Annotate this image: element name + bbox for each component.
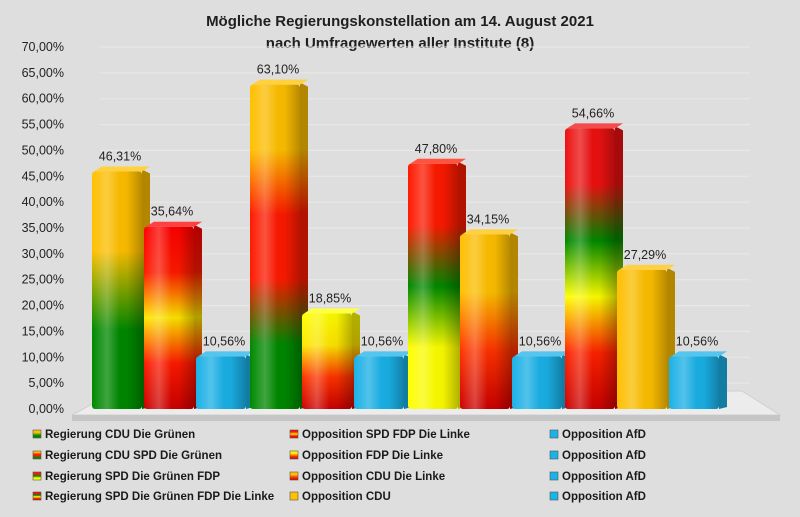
legend-entry: Opposition CDU Die Linke xyxy=(289,471,445,483)
legend-swatch xyxy=(549,491,559,501)
data-label: 34,15% xyxy=(467,212,509,226)
y-tick-label: 20,00% xyxy=(22,299,64,313)
data-label: 27,29% xyxy=(624,248,666,262)
bar-top xyxy=(567,123,623,129)
data-labels: 46,31% 35,64% 10,56% 63,10% 18,85% 10,56% 47,8… xyxy=(99,63,718,349)
legend-label: Opposition AfD xyxy=(562,491,646,503)
legend-label: Opposition AfD xyxy=(562,450,646,462)
data-label: 35,64% xyxy=(151,205,193,219)
floor-front xyxy=(72,415,780,421)
legend-label: Opposition FDP Die Linke xyxy=(302,450,443,462)
y-tick-label: 45,00% xyxy=(22,169,64,183)
bar xyxy=(617,264,675,409)
chart-title-line-2: nach Umfragewerten aller Institute (8) xyxy=(266,35,534,52)
y-tick-label: 25,00% xyxy=(22,273,64,287)
bar-top xyxy=(410,158,466,164)
legend-swatch xyxy=(549,429,559,439)
legend-label: Opposition CDU xyxy=(302,491,391,503)
legend-swatch xyxy=(549,471,559,481)
bar-top xyxy=(198,351,254,357)
legend-label: Regierung CDU SPD Die Grünen xyxy=(45,450,222,462)
bar-top xyxy=(671,351,727,357)
legend-entry: Regierung CDU Die Grünen xyxy=(32,429,195,441)
y-tick-label: 65,00% xyxy=(22,66,64,80)
bar-top xyxy=(94,166,150,172)
legend-swatch xyxy=(289,450,299,460)
legend-swatch xyxy=(32,429,42,439)
legend-label: Opposition SPD FDP Die Linke xyxy=(302,429,470,441)
y-tick-label: 30,00% xyxy=(22,247,64,261)
y-tick-label: 5,00% xyxy=(29,376,64,390)
legend-entry: Opposition AfD xyxy=(549,471,646,483)
bar-top xyxy=(462,229,518,235)
data-label: 63,10% xyxy=(257,63,299,77)
y-tick-label: 0,00% xyxy=(29,402,64,416)
bar-side xyxy=(719,354,727,409)
legend-swatch xyxy=(32,450,42,460)
y-tick-label: 50,00% xyxy=(22,143,64,157)
legend-label: Opposition AfD xyxy=(562,429,646,441)
legend-entry: Opposition AfD xyxy=(549,450,646,462)
chart-title-line-1: Mögliche Regierungskonstellation am 14. … xyxy=(206,13,594,30)
legend-entry: Opposition AfD xyxy=(549,491,646,503)
bar-top xyxy=(146,221,202,227)
legend-swatch xyxy=(32,491,42,501)
legend-swatch xyxy=(289,491,299,501)
data-label: 47,80% xyxy=(415,142,457,156)
legend-entry: Regierung SPD Die Grünen FDP xyxy=(32,471,220,483)
legend-label: Opposition CDU Die Linke xyxy=(302,471,445,483)
legend-swatch xyxy=(289,471,299,481)
legend-label: Regierung CDU Die Grünen xyxy=(45,429,195,441)
bar xyxy=(196,351,254,409)
bar-top xyxy=(356,351,412,357)
legend-label: Regierung SPD Die Grünen FDP xyxy=(45,471,220,483)
legend-label: Opposition AfD xyxy=(562,471,646,483)
bar xyxy=(669,351,727,409)
legend-swatch xyxy=(549,450,559,460)
bar xyxy=(144,221,202,409)
legend-entry: Regierung SPD Die Grünen FDP Die Linke xyxy=(32,491,274,503)
y-tick-label: 60,00% xyxy=(22,92,64,106)
legend-label: Regierung SPD Die Grünen FDP Die Linke xyxy=(45,491,274,503)
bar xyxy=(302,308,360,409)
data-label: 54,66% xyxy=(572,106,614,120)
data-label: 18,85% xyxy=(309,292,351,306)
bar-top xyxy=(619,264,675,270)
legend-entry: Regierung CDU SPD Die Grünen xyxy=(32,450,222,462)
y-tick-label: 15,00% xyxy=(22,324,64,338)
bar-series xyxy=(92,79,727,409)
data-label: 46,31% xyxy=(99,150,141,164)
y-tick-label: 40,00% xyxy=(22,195,64,209)
legend-entry: Opposition AfD xyxy=(549,429,646,441)
y-tick-label: 70,00% xyxy=(22,40,64,54)
bar xyxy=(250,79,308,409)
legend-entry: Opposition FDP Die Linke xyxy=(289,450,443,462)
bar xyxy=(92,166,150,409)
bar xyxy=(512,351,570,409)
y-tick-label: 55,00% xyxy=(22,118,64,132)
legend-entry: Opposition CDU xyxy=(289,491,391,503)
bar xyxy=(354,351,412,409)
data-label: 10,56% xyxy=(676,334,718,348)
chart-title: Mögliche Regierungskonstellation am 14. … xyxy=(206,13,594,52)
bar-top xyxy=(514,351,570,357)
legend-entry: Opposition SPD FDP Die Linke xyxy=(289,429,470,441)
legend: Regierung CDU Die Grünen Opposition SPD F… xyxy=(32,429,646,503)
data-label: 10,56% xyxy=(361,334,403,348)
data-label: 10,56% xyxy=(519,334,561,348)
data-label: 10,56% xyxy=(203,334,245,348)
legend-swatch xyxy=(289,429,299,439)
legend-swatch xyxy=(32,471,42,481)
bar xyxy=(408,158,466,409)
y-tick-label: 10,00% xyxy=(22,350,64,364)
y-tick-label: 35,00% xyxy=(22,221,64,235)
bar-top xyxy=(252,79,308,85)
bar-top xyxy=(304,308,360,314)
bar xyxy=(565,123,623,409)
bar xyxy=(460,229,518,409)
